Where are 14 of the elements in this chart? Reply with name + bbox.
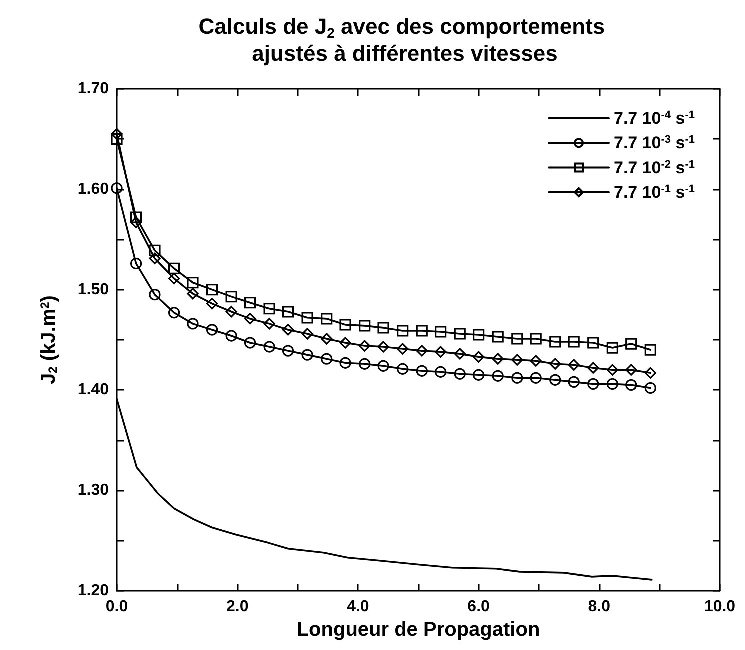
y-tick-label: 1.50 [78, 281, 110, 298]
x-tick-label: 0.0 [106, 598, 128, 616]
y-axis-title: J2 (kJ.m2) [38, 296, 60, 384]
y-tick-label: 1.20 [78, 582, 110, 600]
y-tick-label: 1.40 [78, 382, 110, 399]
x-tick-label: 8.0 [588, 598, 611, 616]
x-tick-label: 4.0 [347, 598, 370, 616]
x-axis-title: Longueur de Propagation [296, 618, 540, 641]
x-tick-label: 2.0 [226, 598, 249, 616]
y-tick-label: 1.70 [78, 80, 110, 98]
y-tick-label: 1.30 [78, 482, 110, 500]
y-tick-label: 1.60 [78, 180, 110, 198]
x-tick-label: 10.0 [704, 598, 736, 616]
x-tick-label: 6.0 [468, 598, 490, 616]
